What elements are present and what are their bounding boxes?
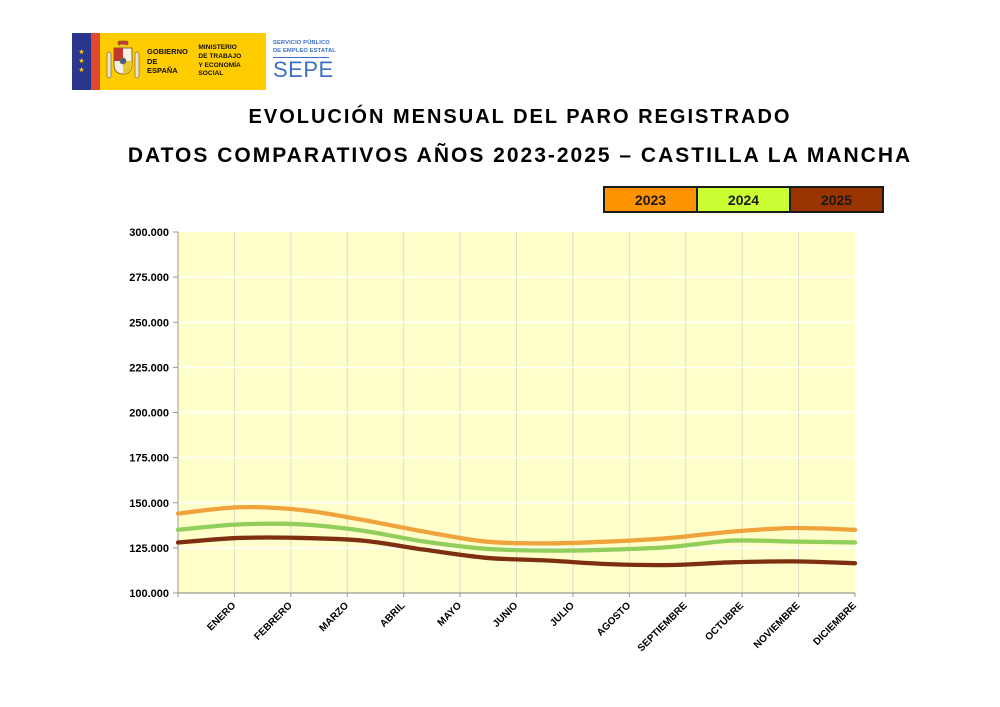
series-line-2024 [175, 521, 858, 553]
sepe-service-label: SERVICIO PÚBLICO DE EMPLEO ESTATAL [273, 40, 338, 55]
y-axis-tick-label: 250.000 [129, 317, 169, 329]
x-axis-month-label: MARZO [317, 600, 351, 634]
government-logo: ★ ★ ★ GOBIERNO DE ESPAÑA MINISTERIO [72, 33, 338, 90]
sepe-service-line1: SERVICIO PÚBLICO [273, 40, 330, 46]
ministerio-line1: MINISTERIO [198, 44, 237, 52]
gobierno-line1: GOBIERNO [147, 47, 188, 57]
y-axis-tick-label: 175.000 [129, 453, 169, 465]
star-icon: ★ [78, 67, 85, 74]
ministerio-line3: Y ECONOMÍA SOCIAL [198, 61, 241, 78]
x-axis-month-label: SEPTIEMBRE [636, 600, 690, 654]
star-icon: ★ [78, 49, 85, 56]
x-axis-month-label: DICIEMBRE [811, 600, 859, 648]
star-icon: ★ [78, 58, 85, 65]
y-axis-tick-label: 150.000 [129, 498, 169, 510]
flag-red-stripe [91, 33, 100, 90]
page-subtitle: DATOS COMPARATIVOS AÑOS 2023-2025 – CAST… [127, 144, 913, 167]
y-axis-tick-label: 275.000 [129, 272, 169, 284]
eu-flag-column: ★ ★ ★ [72, 33, 91, 90]
x-axis-month-label: MAYO [436, 600, 464, 628]
x-axis-month-label: JULIO [548, 600, 577, 629]
series-line-2025 [175, 535, 858, 568]
sepe-divider [273, 57, 329, 59]
legend-item-2025: 2025 [789, 186, 884, 213]
line-chart: 300.000 275.000 250.000 225.000 200.000 175.0… [129, 227, 859, 654]
x-axis-month-label: ENERO [205, 600, 238, 633]
legend-item-2024: 2024 [696, 186, 791, 213]
y-axis-tick-label: 100.000 [129, 588, 169, 600]
ministerio-label: MINISTERIO DE TRABAJO Y ECONOMÍA SOCIAL [198, 44, 266, 78]
sepe-logo: SERVICIO PÚBLICO DE EMPLEO ESTATAL SEPE [266, 33, 338, 90]
legend-item-2023: 2023 [603, 186, 698, 213]
gobierno-box: GOBIERNO DE ESPAÑA MINISTERIO DE TRABAJO… [100, 33, 266, 90]
x-axis-month-label: JUNIO [491, 600, 521, 630]
y-axis-tick-label: 125.000 [129, 543, 169, 555]
page-title: EVOLUCIÓN MENSUAL DEL PARO REGISTRADO [248, 106, 792, 128]
x-axis-month-label: OCTUBRE [703, 600, 746, 643]
x-axis-month-label: AGOSTO [595, 600, 633, 638]
ministerio-line2: DE TRABAJO [198, 52, 242, 60]
spain-coat-of-arms-icon [106, 40, 140, 78]
y-axis-tick-label: 300.000 [129, 227, 169, 239]
y-axis-tick-label: 225.000 [129, 362, 169, 374]
gobierno-label: GOBIERNO DE ESPAÑA [147, 47, 189, 75]
x-axis-month-label: ABRIL [378, 600, 407, 629]
gobierno-line2: DE ESPAÑA [147, 56, 178, 76]
series-line-2023 [175, 504, 858, 546]
sepe-wordmark: SEPE [273, 57, 334, 83]
x-axis-month-label: NOVIEMBRE [752, 600, 803, 651]
chart-legend: 2023 2024 2025 [603, 186, 884, 213]
y-axis-tick-label: 200.000 [129, 408, 169, 420]
sepe-service-line2: DE EMPLEO ESTATAL [273, 47, 336, 54]
x-axis-month-label: FEBRERO [252, 600, 295, 643]
